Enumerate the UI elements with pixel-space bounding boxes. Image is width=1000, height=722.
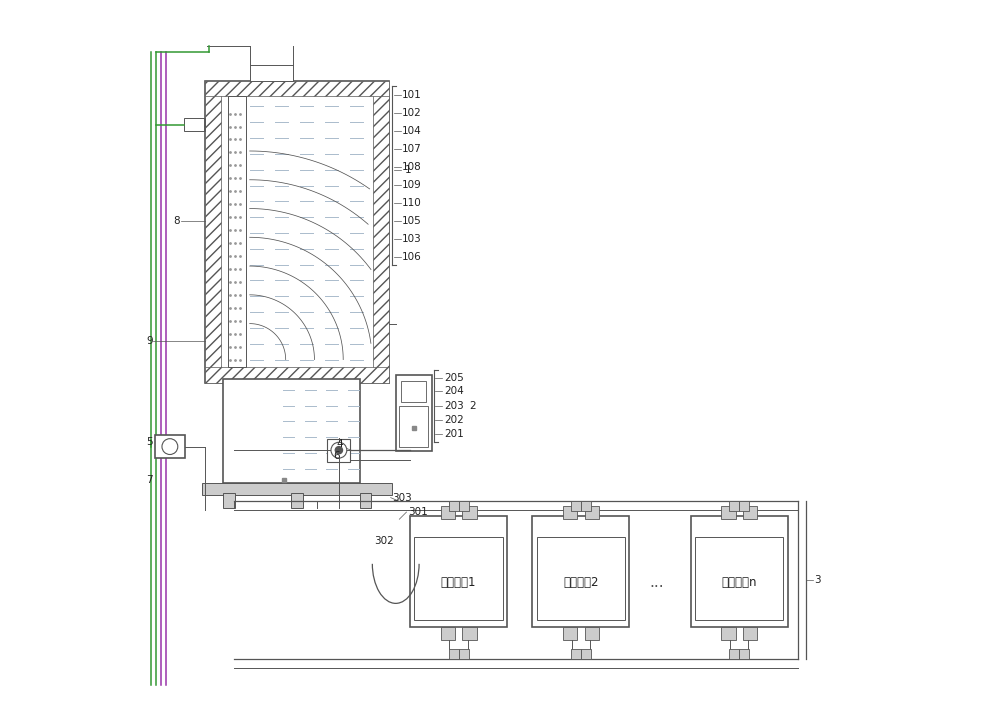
Bar (410, 516, 507, 627)
Bar (581, 501, 591, 511)
Bar (585, 627, 599, 640)
Text: 算力设则2: 算力设则2 (563, 575, 599, 588)
Text: 201: 201 (444, 430, 464, 440)
Bar (462, 506, 477, 519)
Text: 算力设备n: 算力设备n (721, 575, 757, 588)
Text: 4: 4 (336, 439, 343, 448)
Text: 109: 109 (402, 180, 422, 190)
Bar (223, 493, 235, 508)
Text: 1: 1 (405, 165, 412, 175)
Bar (205, 81, 221, 383)
Bar (739, 501, 749, 511)
Text: 102: 102 (402, 108, 422, 118)
Bar (223, 379, 280, 483)
Text: 2: 2 (469, 401, 476, 411)
Text: 203: 203 (444, 401, 464, 411)
Bar (205, 81, 389, 96)
Bar (205, 81, 389, 383)
Bar (396, 375, 432, 451)
Bar (459, 501, 469, 511)
Bar (221, 96, 373, 367)
Bar (449, 501, 459, 511)
Bar (399, 406, 428, 448)
Text: 107: 107 (402, 144, 422, 154)
Text: ...: ... (649, 575, 664, 590)
Bar (414, 537, 503, 620)
Bar (581, 649, 591, 659)
Bar (223, 379, 360, 483)
Bar (532, 516, 629, 627)
Text: 8: 8 (173, 216, 179, 226)
Bar (280, 381, 358, 481)
Bar (729, 501, 739, 511)
Bar (571, 501, 581, 511)
Bar (459, 649, 469, 659)
Bar (401, 380, 426, 402)
Bar (449, 649, 459, 659)
Bar (291, 493, 303, 508)
Text: 9: 9 (146, 336, 153, 346)
Bar (327, 439, 350, 461)
Text: 302: 302 (374, 536, 394, 546)
Bar (585, 506, 599, 519)
Bar (563, 627, 577, 640)
Bar (739, 649, 749, 659)
Text: 3: 3 (814, 575, 821, 586)
Bar (184, 118, 205, 131)
Bar (691, 516, 788, 627)
Circle shape (335, 447, 342, 454)
Bar (373, 81, 389, 383)
Bar (360, 493, 371, 508)
Text: 103: 103 (402, 234, 422, 244)
Bar (155, 435, 185, 458)
Text: 6: 6 (333, 451, 340, 461)
Text: 204: 204 (444, 386, 464, 396)
Bar (563, 506, 577, 519)
Bar (250, 65, 293, 81)
Bar (441, 506, 455, 519)
Text: 106: 106 (402, 252, 422, 261)
Text: 202: 202 (444, 415, 464, 425)
Bar (228, 96, 246, 367)
Bar (743, 627, 757, 640)
Text: 301: 301 (408, 507, 428, 517)
Text: 7: 7 (146, 474, 153, 484)
Bar (441, 627, 455, 640)
Bar (729, 649, 739, 659)
Bar (743, 506, 757, 519)
Bar (721, 627, 736, 640)
Bar (537, 537, 625, 620)
Bar (205, 367, 389, 383)
Text: 205: 205 (444, 373, 464, 383)
Text: 303: 303 (392, 492, 412, 503)
Text: 101: 101 (402, 90, 422, 100)
Text: 算力设则1: 算力设则1 (441, 575, 476, 588)
Bar (695, 537, 783, 620)
Bar (571, 649, 581, 659)
Text: 110: 110 (402, 198, 422, 208)
Bar (721, 506, 736, 519)
Text: 108: 108 (402, 162, 422, 172)
Bar (202, 483, 392, 495)
Text: 104: 104 (402, 126, 422, 136)
Text: 5: 5 (146, 437, 153, 446)
Circle shape (331, 443, 347, 458)
Text: 105: 105 (402, 216, 422, 226)
Circle shape (162, 439, 178, 454)
Bar (462, 627, 477, 640)
